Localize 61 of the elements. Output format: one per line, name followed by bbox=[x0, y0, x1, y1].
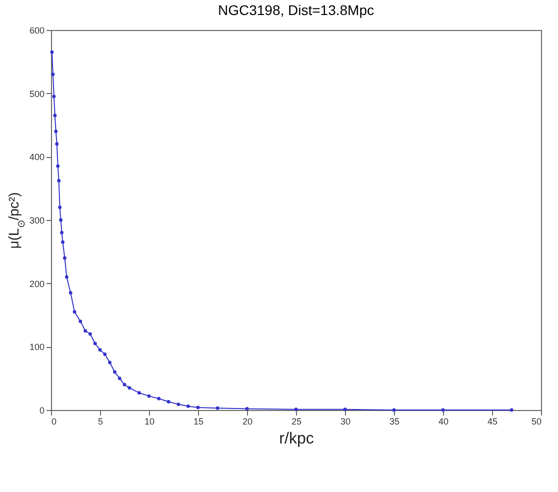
x-tick-label: 15 bbox=[193, 416, 204, 426]
point bbox=[196, 406, 200, 410]
x-tick-label: 0 bbox=[52, 416, 57, 426]
y-tick-label: 500 bbox=[29, 88, 44, 99]
point bbox=[57, 179, 61, 182]
point bbox=[52, 94, 56, 98]
point bbox=[157, 396, 161, 400]
point bbox=[137, 391, 141, 395]
point bbox=[118, 376, 122, 380]
point bbox=[392, 408, 396, 412]
x-tick-label: 20 bbox=[242, 416, 253, 426]
x-tick-label: 25 bbox=[291, 416, 302, 426]
point bbox=[54, 130, 58, 134]
point bbox=[62, 256, 66, 260]
point bbox=[88, 332, 92, 336]
point bbox=[78, 320, 82, 324]
point bbox=[98, 348, 102, 352]
y-tick-label: 200 bbox=[29, 278, 44, 289]
point bbox=[55, 142, 59, 146]
y-tick-label: 100 bbox=[29, 342, 44, 352]
point bbox=[122, 382, 126, 386]
point bbox=[510, 408, 514, 412]
point bbox=[147, 394, 151, 398]
point bbox=[53, 114, 57, 118]
point bbox=[64, 275, 68, 279]
point bbox=[60, 230, 64, 234]
point bbox=[294, 408, 298, 412]
x-tick-label: 50 bbox=[531, 416, 542, 426]
x-tick-label: 45 bbox=[487, 416, 498, 426]
x-tick-label: 5 bbox=[98, 416, 104, 426]
point bbox=[59, 218, 63, 222]
point bbox=[50, 50, 54, 54]
point bbox=[61, 240, 64, 244]
y-tick-label: 600 bbox=[29, 26, 44, 36]
point bbox=[216, 406, 220, 410]
x-tick-label: 35 bbox=[389, 416, 400, 426]
point bbox=[56, 164, 60, 168]
point bbox=[108, 360, 112, 364]
x-tick-label: 10 bbox=[144, 416, 155, 426]
point bbox=[103, 352, 107, 356]
point bbox=[84, 329, 88, 333]
y-tick-label: 0 bbox=[39, 406, 44, 416]
point bbox=[166, 400, 170, 404]
point bbox=[343, 408, 347, 412]
x-tick-label: 30 bbox=[340, 416, 351, 426]
point bbox=[68, 291, 72, 295]
point bbox=[72, 310, 76, 314]
point bbox=[58, 206, 62, 210]
point bbox=[245, 407, 249, 410]
point bbox=[186, 404, 190, 408]
point bbox=[51, 72, 55, 76]
point bbox=[441, 408, 445, 412]
point bbox=[93, 342, 97, 346]
x-axis-title: r/kpc bbox=[279, 430, 314, 448]
x-tick-label: 40 bbox=[438, 416, 449, 426]
point bbox=[112, 370, 116, 374]
point bbox=[176, 402, 180, 406]
chart-title: NGC3198, Dist=13.8Mpc bbox=[218, 2, 374, 18]
y-tick-label: 300 bbox=[29, 216, 44, 226]
point bbox=[128, 386, 132, 390]
y-tick-label: 400 bbox=[29, 152, 44, 162]
